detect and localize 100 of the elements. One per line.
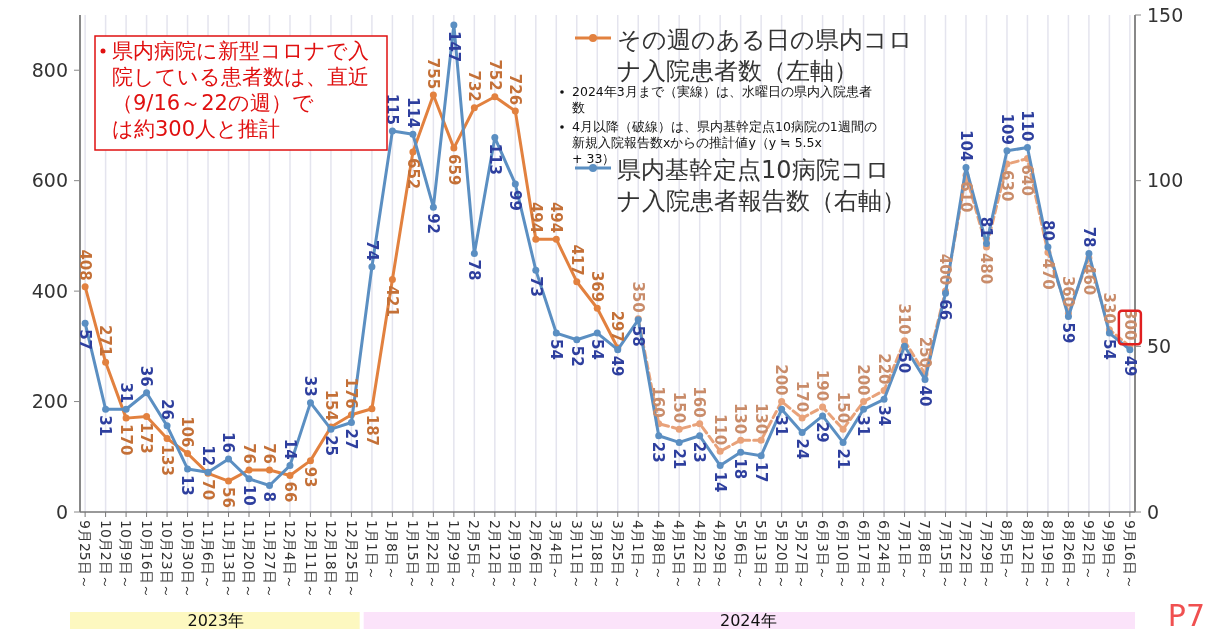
data-label: 494 — [526, 201, 545, 234]
x-tick-label: 1月8日～ — [384, 520, 401, 580]
x-tick-label: 4月15日～ — [671, 520, 688, 589]
y-tick-label: 800 — [31, 58, 68, 81]
data-label: 610 — [956, 181, 975, 213]
data-label: 78 — [1079, 226, 1098, 248]
x-tick-label: 12月25日～ — [343, 520, 360, 598]
x-tick-label: 4月22日～ — [691, 520, 708, 589]
data-label: 150 — [833, 391, 852, 424]
text: 2023年 — [187, 611, 245, 630]
x-tick-label: 9月16日～ — [1121, 520, 1138, 589]
x-tick-label: 4月29日～ — [712, 520, 729, 589]
data-label: 70 — [198, 479, 217, 501]
data-label: 49 — [608, 355, 627, 377]
data-label: 160 — [649, 386, 668, 418]
data-label: 57 — [75, 329, 94, 351]
x-tick-label: 2月12日～ — [486, 520, 503, 589]
data-label: 14 — [710, 471, 729, 493]
data-label: 13 — [178, 474, 197, 496]
x-tick-label: 9月9日～ — [1101, 520, 1118, 580]
data-label: 200 — [772, 364, 791, 396]
data-label: 187 — [362, 414, 381, 447]
data-label: 133 — [157, 444, 176, 476]
data-label: 408 — [75, 249, 94, 281]
y-tick-label: 600 — [31, 169, 68, 192]
data-label: 732 — [465, 70, 484, 102]
data-label: 460 — [1079, 263, 1098, 296]
data-label: 27 — [342, 428, 361, 450]
data-label: 113 — [485, 143, 504, 175]
x-tick-label: 10月9日～ — [118, 520, 135, 589]
annotation: 2024年3月まで（実線）は、水曜日の県内入院患者数 — [572, 84, 872, 115]
data-label: 630 — [997, 170, 1016, 202]
data-label: 170 — [792, 380, 811, 413]
x-tick-label: 5月27日～ — [794, 520, 811, 589]
data-label: 220 — [874, 353, 893, 385]
data-label: 31 — [854, 415, 873, 437]
x-tick-label: 3月18日～ — [589, 520, 606, 589]
data-label: 369 — [588, 270, 607, 303]
x-tick-label: 11月13日～ — [220, 520, 237, 598]
data-label: 400 — [936, 253, 955, 286]
data-label: 76 — [239, 443, 258, 465]
data-label: 330 — [1100, 292, 1119, 324]
x-tick-label: 1月15日～ — [404, 520, 421, 589]
data-label: 300 — [1120, 309, 1139, 341]
data-label: 49 — [1120, 355, 1139, 377]
data-label: 109 — [997, 113, 1016, 145]
x-tick-label: 10月2日～ — [97, 520, 114, 589]
data-label: 23 — [649, 441, 668, 463]
data-label: 99 — [506, 189, 525, 211]
x-tick-label: 11月20日～ — [241, 520, 258, 598]
data-label: 31 — [772, 415, 791, 437]
x-tick-label: 1月22日～ — [425, 520, 442, 589]
data-label: 173 — [137, 422, 156, 454]
data-label: 18 — [731, 458, 750, 480]
y2-tick-label: 50 — [1147, 334, 1172, 357]
x-tick-label: 10月16日～ — [138, 520, 155, 598]
data-label: 104 — [956, 130, 975, 162]
x-tick-label: 12月18日～ — [323, 520, 340, 598]
data-label: 58 — [628, 325, 647, 347]
x-tick-label: 7月22日～ — [958, 520, 975, 589]
x-tick-label: 11月27日～ — [261, 520, 278, 598]
y-tick-label: 0 — [55, 500, 68, 523]
x-tick-label: 6月10日～ — [835, 520, 852, 589]
data-label: 26 — [157, 398, 176, 420]
data-label: 417 — [567, 244, 586, 276]
x-tick-label: 5月6日～ — [732, 520, 749, 580]
data-label: 470 — [1038, 258, 1057, 290]
data-label: 150 — [669, 391, 688, 424]
data-label: 154 — [321, 389, 340, 421]
x-tick-label: 8月26日～ — [1060, 520, 1077, 589]
data-label: 160 — [690, 386, 709, 418]
x-tick-label: 10月30日～ — [179, 520, 196, 598]
data-label: 74 — [362, 239, 381, 261]
data-label: 659 — [444, 154, 463, 186]
x-tick-label: 5月20日～ — [773, 520, 790, 589]
data-label: 297 — [608, 310, 627, 342]
x-tick-label: 11月6日～ — [200, 520, 217, 589]
x-tick-label: 8月12日～ — [1019, 520, 1036, 589]
x-tick-label: 2月26日～ — [527, 520, 544, 589]
data-label: 755 — [424, 57, 443, 90]
data-label: 73 — [526, 276, 545, 297]
data-label: 93 — [301, 466, 320, 488]
data-label: 147 — [444, 30, 463, 63]
data-label: 81 — [977, 216, 996, 238]
y2-tick-label: 150 — [1147, 3, 1184, 26]
x-tick-label: 9月25日～ — [77, 520, 94, 589]
data-label: 12 — [198, 445, 217, 467]
x-tick-label: 6月17日～ — [855, 520, 872, 589]
x-tick-label: 12月11日～ — [302, 520, 319, 598]
data-label: 640 — [1018, 164, 1037, 196]
data-label: 8 — [260, 491, 279, 502]
data-label: 78 — [465, 259, 484, 281]
x-tick-label: 3月25日～ — [609, 520, 626, 589]
x-tick-label: 4月8日～ — [650, 520, 667, 580]
data-label: 271 — [96, 325, 115, 357]
x-tick-label: 12月4日～ — [282, 520, 299, 589]
data-label: 40 — [915, 385, 934, 407]
data-label: 652 — [403, 157, 422, 190]
data-label: 34 — [874, 405, 893, 427]
text: 2024年 — [719, 611, 777, 630]
